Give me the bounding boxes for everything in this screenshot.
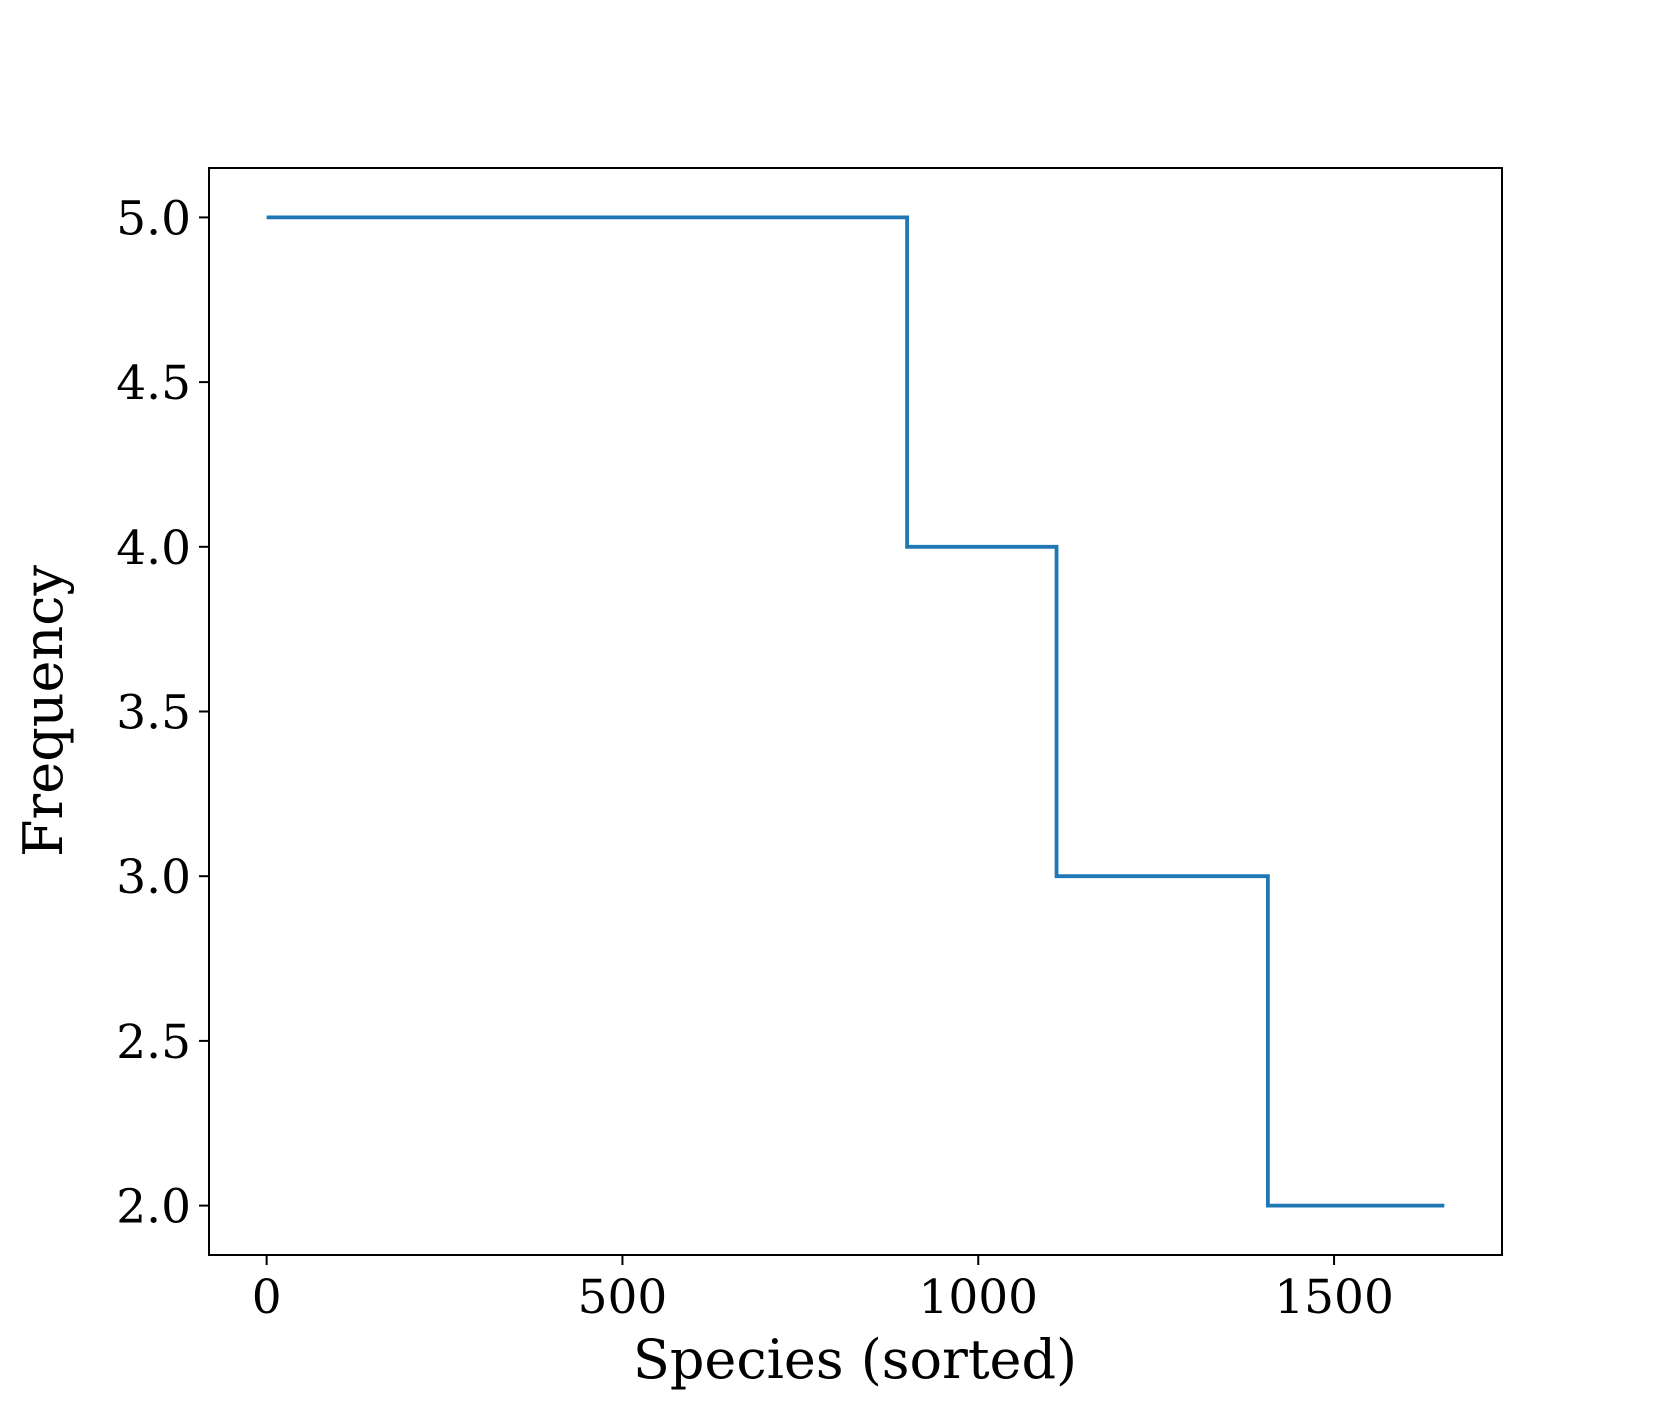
y-tick-label: 2.0	[116, 1180, 191, 1235]
x-tick-label: 500	[578, 1270, 668, 1325]
plot-frame	[208, 167, 1503, 1256]
y-tick-label: 3.5	[116, 686, 191, 741]
x-axis-label: Species (sorted)	[633, 1328, 1077, 1391]
y-tick-label: 2.5	[116, 1015, 191, 1070]
y-tick-label: 5.0	[116, 191, 191, 246]
x-tick-label: 1000	[918, 1270, 1038, 1325]
y-tick-label: 3.0	[116, 850, 191, 905]
y-tick-label: 4.5	[116, 356, 191, 411]
y-axis-label: Frequency	[12, 564, 75, 857]
x-tick-label: 1500	[1274, 1270, 1394, 1325]
x-tick-label: 0	[252, 1270, 282, 1325]
data-line	[266, 215, 1445, 1208]
y-tick-label: 4.0	[116, 521, 191, 576]
